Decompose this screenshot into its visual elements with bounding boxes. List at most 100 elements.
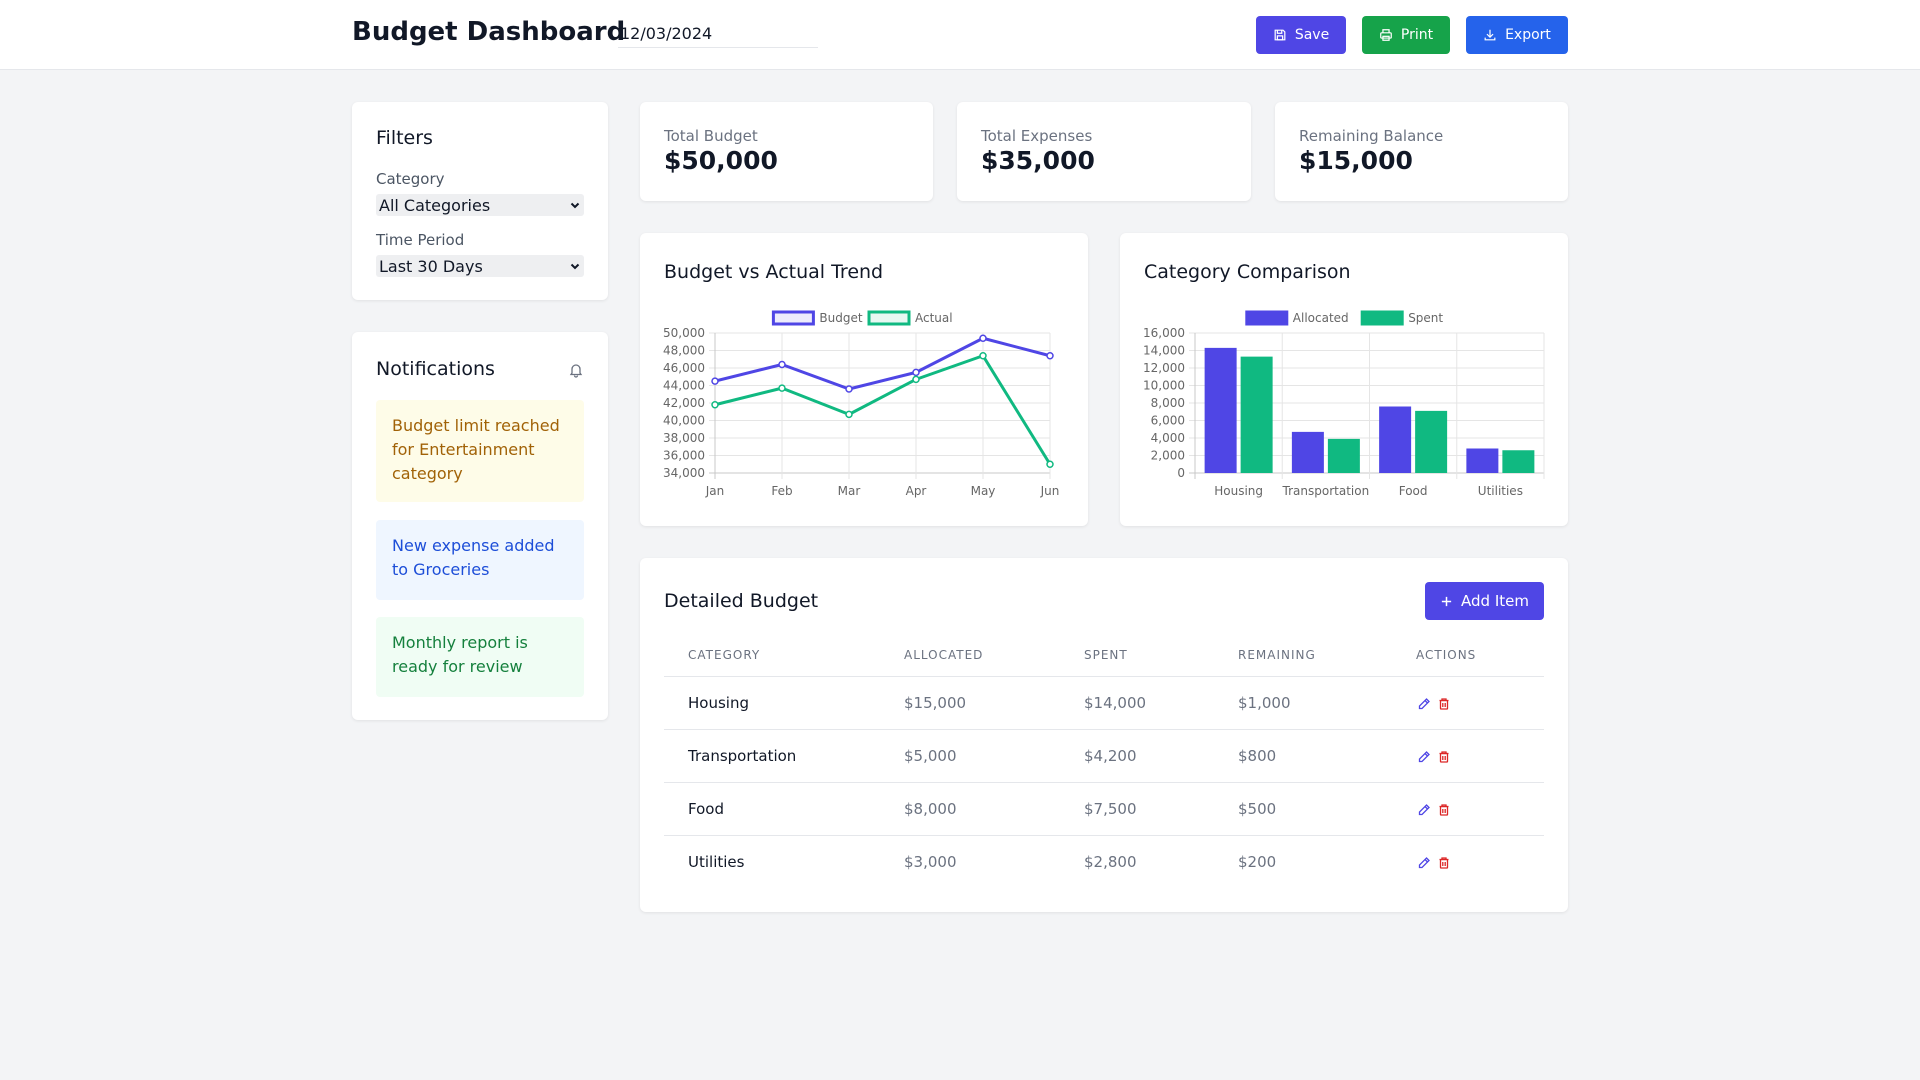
detailed-budget-title: Detailed Budget xyxy=(664,590,819,612)
y-tick-label: 46,000 xyxy=(663,361,705,375)
y-tick-label: 16,000 xyxy=(1143,326,1185,340)
y-tick-label: 42,000 xyxy=(663,396,705,410)
stat-value: $35,000 xyxy=(981,146,1095,175)
y-tick-label: 38,000 xyxy=(663,431,705,445)
edit-icon[interactable] xyxy=(1416,749,1432,765)
trash-icon[interactable] xyxy=(1436,802,1452,818)
column-header-spent: SPENT xyxy=(1084,648,1128,662)
x-tick-label: May xyxy=(971,484,996,498)
stat-label: Total Budget xyxy=(664,127,758,145)
data-point xyxy=(979,352,987,360)
data-point xyxy=(711,401,719,409)
y-tick-label: 0 xyxy=(1177,466,1185,480)
divider xyxy=(664,835,1544,836)
save-icon xyxy=(1274,29,1286,41)
print-button[interactable]: Print xyxy=(1362,16,1450,54)
date-input[interactable] xyxy=(618,20,818,48)
edit-icon[interactable] xyxy=(1416,802,1432,818)
cell-remaining: $200 xyxy=(1238,853,1277,871)
print-label: Print xyxy=(1400,27,1434,43)
cell-spent: $4,200 xyxy=(1084,747,1137,765)
y-tick-label: 14,000 xyxy=(1143,344,1185,358)
legend-swatch xyxy=(1360,310,1404,326)
y-tick-label: 44,000 xyxy=(663,379,705,393)
data-point xyxy=(845,385,853,393)
bar-allocated xyxy=(1291,431,1324,473)
cell-category: Housing xyxy=(688,694,749,712)
period-select[interactable]: Last 30 Days xyxy=(376,255,584,277)
cell-remaining: $500 xyxy=(1238,800,1277,818)
cell-allocated: $5,000 xyxy=(904,747,957,765)
printer-icon xyxy=(1380,29,1392,41)
bar-spent xyxy=(1415,410,1448,473)
cell-category: Utilities xyxy=(688,853,745,871)
x-tick-label: Jan xyxy=(705,484,725,498)
bar-spent xyxy=(1502,450,1535,473)
filters-title: Filters xyxy=(376,127,433,149)
add-item-button[interactable]: Add Item xyxy=(1425,582,1544,620)
category-label: Category xyxy=(376,170,445,188)
notification-success: Monthly report is ready for review xyxy=(376,617,584,697)
category-select[interactable]: All Categories xyxy=(376,194,584,216)
data-point xyxy=(1046,460,1054,468)
cell-spent: $7,500 xyxy=(1084,800,1137,818)
x-tick-label: Apr xyxy=(906,484,927,498)
divider xyxy=(664,729,1544,730)
stat-value: $15,000 xyxy=(1299,146,1413,175)
x-tick-label: Mar xyxy=(838,484,861,498)
stat-label: Total Expenses xyxy=(981,127,1093,145)
edit-icon[interactable] xyxy=(1416,855,1432,871)
legend-label: Actual xyxy=(915,311,953,325)
bell-icon[interactable] xyxy=(568,362,584,378)
cell-allocated: $15,000 xyxy=(904,694,967,712)
y-tick-label: 8,000 xyxy=(1151,396,1185,410)
export-button[interactable]: Export xyxy=(1466,16,1568,54)
divider xyxy=(664,782,1544,783)
trash-icon[interactable] xyxy=(1436,696,1452,712)
legend-label: Budget xyxy=(819,311,862,325)
notification-info: New expense added to Groceries xyxy=(376,520,584,600)
period-select-value: Last 30 Days xyxy=(379,256,483,276)
legend-label: Spent xyxy=(1408,311,1443,325)
y-tick-label: 40,000 xyxy=(663,414,705,428)
y-tick-label: 50,000 xyxy=(663,326,705,340)
page-title: Budget Dashboard xyxy=(352,17,626,47)
x-tick-label: Housing xyxy=(1214,484,1263,498)
trend-line-chart: 50,000 48,000 46,000 44,000 42,000 40,000 38,0… xyxy=(663,310,1060,498)
cell-allocated: $8,000 xyxy=(904,800,957,818)
data-point xyxy=(912,368,920,377)
bar-allocated xyxy=(1379,406,1412,473)
x-tick-label: Jun xyxy=(1040,484,1060,498)
category-chart-card: Category Comparison 16,000 14,000 12,000 10… xyxy=(1120,233,1568,526)
data-point xyxy=(778,360,786,369)
chevron-down-icon xyxy=(570,202,580,209)
data-point xyxy=(778,384,786,392)
legend-label: Allocated xyxy=(1293,311,1349,325)
legend-swatch xyxy=(1245,310,1289,326)
save-button[interactable]: Save xyxy=(1256,16,1346,54)
legend-swatch xyxy=(771,310,815,326)
chevron-down-icon xyxy=(570,263,580,270)
filters-card: Filters Category All Categories Time Per… xyxy=(352,102,608,300)
trash-icon[interactable] xyxy=(1436,749,1452,765)
cell-remaining: $800 xyxy=(1238,747,1277,765)
y-tick-label: 34,000 xyxy=(663,466,705,480)
trash-icon[interactable] xyxy=(1436,855,1452,871)
y-tick-label: 48,000 xyxy=(663,344,705,358)
edit-icon[interactable] xyxy=(1416,696,1432,712)
category-bar-chart: 16,000 14,000 12,000 10,000 8,000 6,000 4,000 2… xyxy=(1143,310,1545,498)
data-point xyxy=(979,334,987,342)
column-header-actions: ACTIONS xyxy=(1416,648,1477,662)
x-tick-label: Utilities xyxy=(1478,484,1523,498)
add-item-label: Add Item xyxy=(1461,592,1529,610)
trend-chart-card: Budget vs Actual Trend 50,000 48,000 46,00… xyxy=(640,233,1088,526)
category-select-value: All Categories xyxy=(379,195,491,215)
cell-allocated: $3,000 xyxy=(904,853,957,871)
save-label: Save xyxy=(1294,27,1330,43)
cell-spent: $14,000 xyxy=(1084,694,1147,712)
data-point xyxy=(845,410,853,419)
trend-chart-title: Budget vs Actual Trend xyxy=(664,261,884,283)
y-tick-label: 2,000 xyxy=(1151,449,1185,463)
series-line-actual xyxy=(714,354,1052,466)
bar-spent xyxy=(1327,438,1360,473)
